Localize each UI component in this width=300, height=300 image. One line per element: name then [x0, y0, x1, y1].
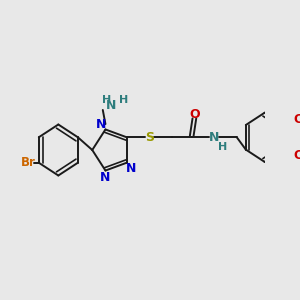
Text: O: O: [293, 113, 300, 126]
Text: N: N: [106, 99, 116, 112]
Text: O: O: [189, 108, 200, 121]
Text: H: H: [102, 95, 111, 105]
Text: H: H: [118, 95, 128, 105]
Text: S: S: [145, 131, 154, 144]
Text: H: H: [218, 142, 227, 152]
Text: N: N: [100, 171, 111, 184]
Text: Br: Br: [21, 156, 36, 169]
Text: N: N: [209, 131, 220, 144]
Text: N: N: [95, 118, 106, 130]
Text: N: N: [126, 162, 137, 175]
Text: O: O: [293, 148, 300, 161]
